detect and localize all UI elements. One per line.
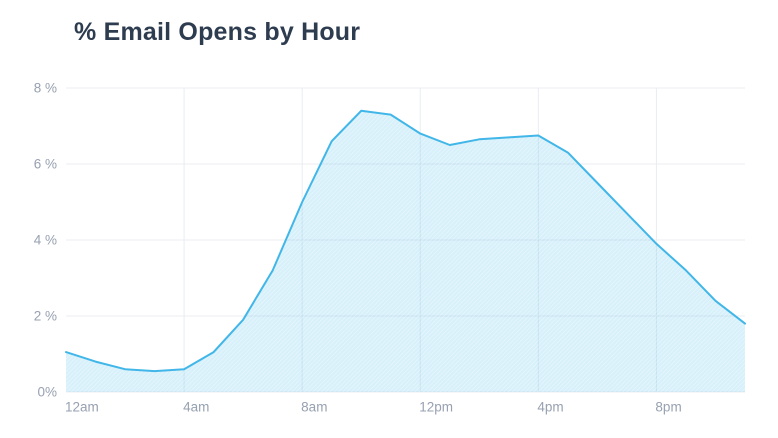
- x-axis-tick-label: 4am: [183, 400, 209, 415]
- y-axis-tick-label: 2 %: [34, 309, 57, 324]
- y-axis-tick-label: 8 %: [34, 81, 57, 96]
- y-axis-tick-label: 6 %: [34, 157, 57, 172]
- x-axis-tick-label: 12pm: [419, 400, 453, 415]
- x-axis-tick-label: 12am: [65, 400, 99, 415]
- area-fill-texture: [66, 110, 745, 393]
- x-axis-tick-label: 8am: [301, 400, 327, 415]
- data-line: [65, 109, 746, 373]
- y-axis-tick-label: 4 %: [34, 233, 57, 248]
- x-axis-tick-label: 8pm: [655, 400, 681, 415]
- chart-title: % Email Opens by Hour: [74, 18, 361, 46]
- x-axis-tick-label: 4pm: [537, 400, 563, 415]
- y-axis-tick-label: 0%: [37, 385, 57, 400]
